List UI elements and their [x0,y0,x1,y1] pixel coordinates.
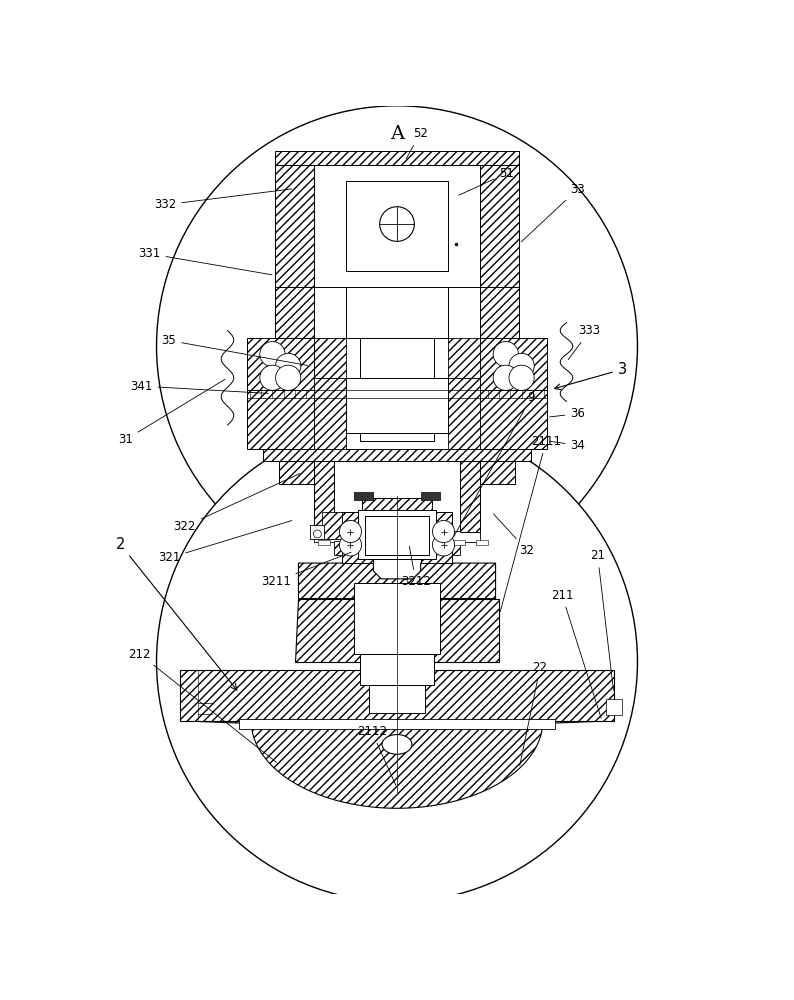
Circle shape [509,353,534,379]
Text: 32: 32 [494,514,534,557]
Circle shape [433,534,454,556]
Text: 321: 321 [158,521,292,564]
Circle shape [156,421,638,902]
Polygon shape [275,165,314,287]
Polygon shape [480,165,519,287]
Text: 341: 341 [130,380,268,393]
Polygon shape [295,599,499,662]
Text: 33: 33 [521,183,585,242]
Bar [606,699,622,715]
Polygon shape [299,563,495,599]
Bar [357,510,437,559]
Bar [341,540,353,545]
Bar [360,338,434,441]
Circle shape [276,365,301,390]
Circle shape [276,353,301,379]
Text: 333: 333 [569,324,600,360]
Bar [263,449,531,461]
Polygon shape [180,721,614,808]
Text: 9: 9 [453,391,534,537]
Circle shape [493,342,518,367]
Text: 2111: 2111 [500,435,561,612]
Bar [353,492,373,500]
Bar [449,378,480,449]
Bar [341,512,373,563]
Bar [314,378,345,449]
Bar [480,287,519,338]
Bar [449,338,480,378]
Bar [397,541,460,555]
Bar [247,338,314,390]
Bar [180,670,614,721]
Bar [239,719,555,729]
Bar [275,287,314,338]
Circle shape [340,520,361,543]
Circle shape [340,534,361,556]
Bar [361,498,433,512]
Text: 3: 3 [555,362,627,390]
Circle shape [433,520,454,543]
Circle shape [260,365,285,390]
Bar [247,390,314,449]
Circle shape [493,365,518,390]
Bar [345,378,449,433]
Bar [480,390,547,449]
Bar [318,540,330,545]
Bar [369,685,425,713]
Text: 51: 51 [459,167,515,195]
Bar [480,338,547,390]
Bar [421,492,441,500]
Bar [386,540,398,545]
Bar [460,461,480,532]
Bar [322,512,341,539]
Bar [353,583,441,654]
Circle shape [314,530,322,538]
Circle shape [509,365,534,390]
Bar [334,541,397,555]
Text: 22: 22 [520,661,548,765]
Text: A: A [390,125,404,143]
Bar [360,654,434,685]
Text: 3211: 3211 [260,552,351,588]
Text: 2: 2 [116,537,237,690]
Text: 36: 36 [549,407,585,420]
Circle shape [380,207,414,241]
Polygon shape [275,287,345,338]
Bar [314,338,345,378]
Text: 52: 52 [407,127,428,159]
Bar [365,516,429,555]
Bar [421,512,453,563]
Circle shape [260,342,285,367]
Bar [314,165,480,287]
Bar [453,540,465,545]
Bar [275,151,519,165]
Circle shape [156,106,638,587]
Bar [310,525,325,539]
Text: 34: 34 [549,439,585,452]
Bar [345,287,449,338]
Bar [314,461,480,532]
Bar [408,540,420,545]
Text: 31: 31 [118,379,225,446]
Text: 331: 331 [138,247,272,275]
Text: 21: 21 [590,549,614,690]
Bar [363,540,375,545]
Text: 322: 322 [174,474,300,533]
Text: 332: 332 [154,189,291,211]
Bar [345,181,449,271]
Bar [314,531,480,542]
Text: 35: 35 [161,334,307,365]
Bar [279,461,322,484]
Ellipse shape [382,735,412,754]
Bar [431,540,442,545]
Text: 211: 211 [551,589,601,718]
Text: 212: 212 [129,648,276,762]
Text: 3212: 3212 [401,546,431,588]
Bar [476,540,488,545]
Text: 2112: 2112 [357,725,396,785]
Bar [472,461,515,484]
Bar [314,461,334,532]
